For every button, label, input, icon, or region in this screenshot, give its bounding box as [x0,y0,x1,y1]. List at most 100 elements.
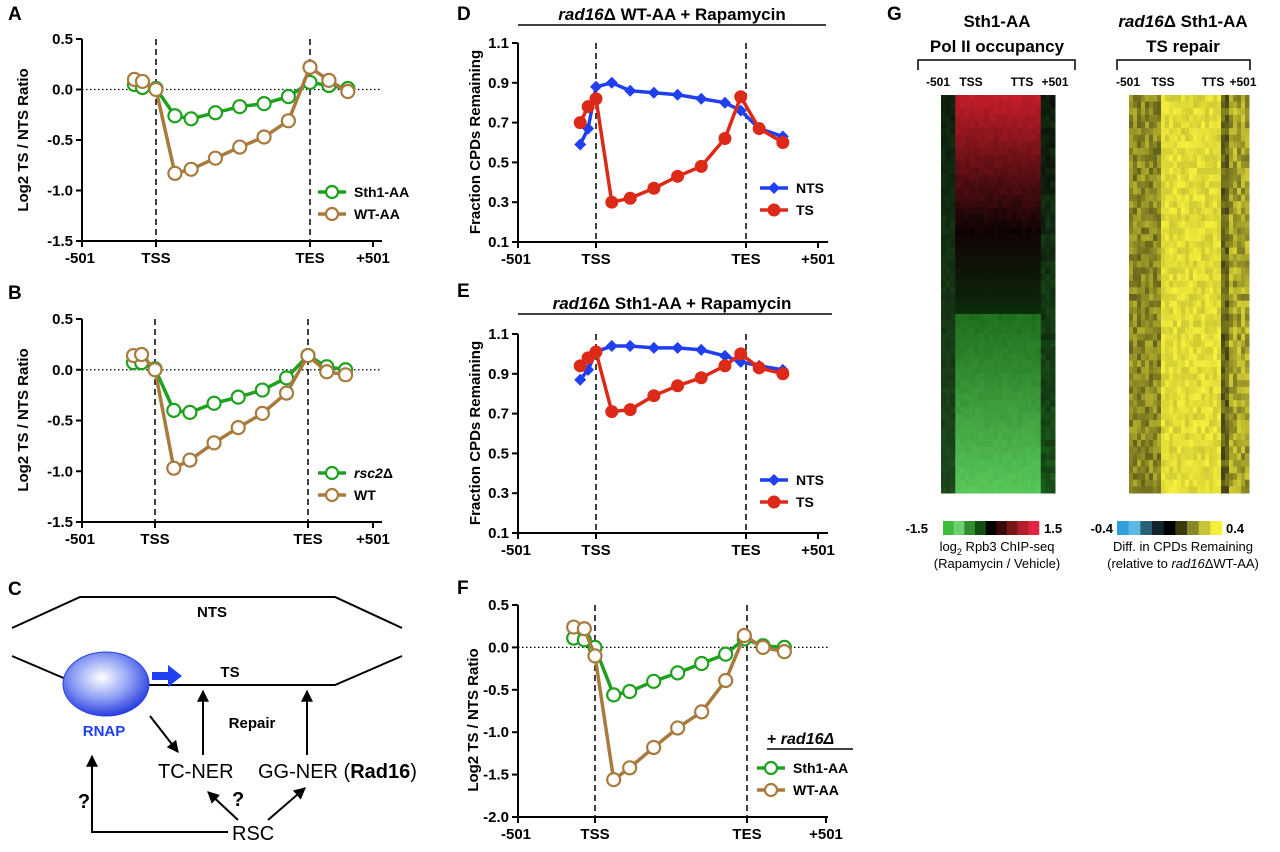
heatmap-tsrepair-cell [1193,386,1198,394]
heatmap-polii-cell [955,446,961,454]
heatmap-polii-cell [1031,207,1037,215]
heatmap-polii-cell [1045,340,1051,348]
heatmap-polii-cell [955,320,961,328]
data-point-d-1 [647,181,661,195]
heatmap-polii-cell [1012,307,1018,315]
heatmap-tsrepair-cell [1137,128,1142,136]
heatmap-tsrepair-cell [1161,194,1166,202]
colorbar-tsrepair-min: -0.4 [1091,521,1114,536]
heatmap-tsrepair-cell [1149,201,1154,209]
heatmap-polii-cell [983,486,989,494]
heatmap-tsrepair-cell [1245,466,1250,474]
heatmap-polii-cell [950,453,956,461]
panel-label-g: G [887,4,902,25]
heatmap-tsrepair-cell [1161,167,1166,176]
heatmap-polii-cell [983,420,989,428]
heatmap-tsrepair-cell [1145,201,1150,209]
heatmap-tsrepair-cell [1229,360,1234,368]
heatmap-tsrepair-cell [1149,340,1154,348]
heatmap-polii-cell [969,167,975,176]
heatmap-tsrepair-cell [1185,413,1190,421]
heatmap-tsrepair-cell [1169,148,1174,156]
heatmap-polii-cell [945,294,951,302]
heatmap-polii-cell [969,300,975,308]
heatmap-tsrepair-cell [1161,101,1166,109]
heatmap-tsrepair-cell [1133,227,1138,235]
heatmap-tsrepair-cell [1189,194,1194,202]
heatmap-tsrepair-cell [1181,280,1186,288]
heatmap-tsrepair-cell [1137,207,1142,215]
heatmap-tsrepair-cell [1197,194,1202,202]
heatmap-polii-cell [945,260,951,268]
heatmap-polii-cell [998,347,1004,355]
heatmap-tsrepair-cell [1137,406,1142,414]
heatmap-polii-cell [1002,247,1008,255]
heatmap-polii-cell [941,187,947,195]
heatmap-tsrepair-cell [1221,466,1226,474]
heatmap-tsrepair-cell [1137,313,1142,322]
heatmap-polii-cell [1045,320,1051,328]
heatmap-polii-cell [1036,141,1042,149]
heatmap-polii-cell [964,260,970,268]
heatmap-polii-cell [941,426,947,434]
heatmap-polii-cell [1031,439,1037,448]
heatmap-polii-cell [974,134,980,142]
heatmap-tsrepair-cell [1213,466,1218,474]
heatmap-polii-cell [983,413,989,421]
heatmap-polii-cell [993,114,999,123]
heatmap-tsrepair-cell [1173,366,1178,375]
heatmap-tsrepair-cell [1189,466,1194,474]
heatmap-tsrepair-cell [1181,214,1186,222]
heatmap-polii-cell [1050,108,1056,116]
data-point-e-1 [718,359,732,373]
x-tick-label-a: -501 [65,250,95,267]
heatmap-tsrepair-cell [1161,353,1166,361]
heatmap-tsrepair-cell [1237,214,1242,222]
heatmap-tsrepair-cell [1149,307,1154,315]
heatmap-tsrepair-cell [1225,174,1230,182]
heatmap-tsrepair-cell [1153,420,1158,428]
heatmap-polii-cell [1045,214,1051,222]
heatmap-polii-cell [1007,479,1013,487]
heatmap-tsrepair-cell [1129,240,1134,249]
heatmap-polii-cell [1012,320,1018,328]
legend-marker-e-0 [768,474,780,486]
heatmap-polii-cell [983,267,989,275]
heatmap-polii-cell [950,194,956,202]
heatmap-polii-cell [993,187,999,195]
heatmap-tsrepair-cell [1229,114,1234,123]
heatmap-tsrepair-cell [1229,320,1234,328]
heatmap-polii-cell [993,300,999,308]
heatmap-polii-cell [1036,121,1042,129]
heatmap-tsrepair-cell [1221,201,1226,209]
heatmap-polii-cell [1017,247,1023,255]
heatmap-polii-cell [941,141,947,149]
heatmap-tsrepair-cell [1157,227,1162,235]
heatmap-polii-cell [1040,108,1046,116]
heatmap-tsrepair-cell [1161,280,1166,288]
heatmap-tsrepair-cell [1229,121,1234,129]
heatmap-polii-cell [1007,267,1013,275]
data-point-b-0 [182,404,198,420]
heatmap-tsrepair-cell [1169,333,1174,341]
heatmap-polii-cell [1021,247,1027,255]
heatmap-polii-cell [979,234,985,242]
heatmap-polii-cell [988,101,994,109]
heatmap-tsrepair-cell [1137,221,1142,229]
heatmap-polii-cell [1026,267,1032,275]
heatmap-tsrepair-cell [1225,420,1230,428]
heatmap-polii-cell [1050,327,1056,335]
heatmap-polii-cell [979,121,985,129]
heatmap-polii-cell [950,373,956,381]
heatmap-tsrepair-cell [1201,280,1206,288]
heatmap-tsrepair-cell [1245,340,1250,348]
title-e: rad16Δ Sth1-AA + Rapamycin [553,294,792,313]
heatmap-tsrepair-cell [1169,300,1174,308]
heatmap-tsrepair-cell [1157,400,1162,408]
heatmap-tsrepair-cell [1217,194,1222,202]
heatmap-tsrepair-cell [1153,108,1158,116]
x-tick-label-d: TSS [581,251,610,268]
heatmap-tsrepair-cell [1181,274,1186,282]
heatmap-tsrepair-cell [1137,340,1142,348]
heatmap-polii-cell [950,459,956,467]
